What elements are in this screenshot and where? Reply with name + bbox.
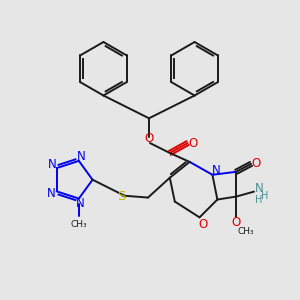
Text: O: O — [251, 158, 261, 170]
Text: S: S — [117, 190, 125, 203]
Text: CH₃: CH₃ — [238, 227, 254, 236]
Text: N: N — [255, 182, 263, 195]
Text: N: N — [212, 164, 221, 177]
Text: N: N — [76, 197, 84, 210]
Text: O: O — [199, 218, 208, 231]
Text: N: N — [48, 158, 57, 171]
Text: O: O — [232, 216, 241, 229]
Text: N: N — [47, 187, 56, 200]
Text: O: O — [144, 132, 154, 145]
Text: H: H — [261, 190, 268, 201]
Text: N: N — [76, 150, 85, 164]
Text: H: H — [255, 194, 263, 205]
Text: CH₃: CH₃ — [70, 220, 87, 229]
Text: O: O — [188, 136, 197, 150]
